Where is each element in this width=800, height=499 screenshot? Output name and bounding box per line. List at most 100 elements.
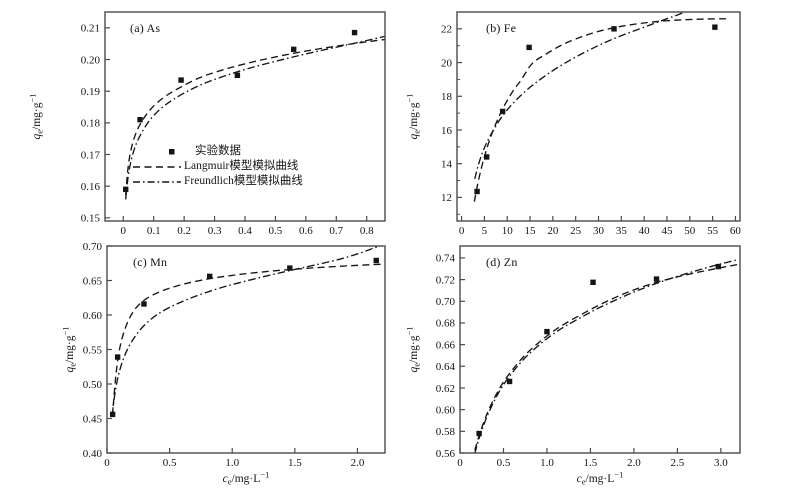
y-tick-label: 0.19	[81, 86, 101, 98]
x-tick-label: 30	[593, 225, 605, 237]
panel-d-zn: 0 0.5 1.0 1.5 2.0 2.5 3.0 0.56 0.58 0.60 0.62 0.64 0…	[400, 240, 800, 499]
data-point	[137, 116, 143, 123]
x-tick-label: 1.0	[540, 457, 554, 469]
plot-frame	[104, 11, 386, 222]
data-point	[290, 46, 297, 53]
y-axis-label: qe/mg·g−1	[405, 93, 422, 139]
x-tick-label: 0	[459, 225, 465, 237]
data-point	[141, 301, 147, 307]
freundlich-curve	[474, 12, 686, 180]
y-tick-label: 0.17	[81, 149, 101, 161]
y-tick-label: 0.72	[436, 274, 455, 286]
y-tick-label: 0.55	[83, 344, 103, 356]
experimental-points	[474, 24, 718, 195]
x-axis-label: ce/mg·L−1	[577, 470, 624, 487]
square-marker-icon	[168, 144, 176, 159]
data-point	[122, 186, 129, 193]
y-tick-label: 0.50	[83, 379, 103, 391]
y-tick-label: 0.66	[436, 339, 456, 351]
x-tick-label: 15	[525, 225, 537, 237]
x-tick-label: 0.2	[177, 225, 191, 237]
y-tick-label: 0.60	[436, 404, 456, 416]
plot-svg-d: 0 0.5 1.0 1.5 2.0 2.5 3.00.560.580.600.620.640…	[405, 245, 741, 487]
data-point	[234, 72, 241, 79]
y-tick-label: 14	[441, 158, 453, 170]
y-axis-label: qe/mg·g−1	[61, 326, 78, 372]
data-point	[715, 263, 721, 270]
x-tick-label: 0.6	[299, 225, 313, 237]
x-tick-label: 2.0	[627, 457, 641, 469]
x-tick-label: 45	[661, 225, 673, 237]
data-point	[506, 378, 513, 385]
x-tick-label: 3.0	[714, 457, 728, 469]
x-tick-label: 0	[121, 225, 127, 237]
x-axis-label: ce/mg·L−1	[223, 470, 270, 487]
x-tick-label: 0.5	[497, 457, 511, 469]
data-point	[483, 154, 490, 160]
legend-item-langmuir: Langmuir模型模拟曲线	[131, 159, 346, 174]
y-tick-label: 18	[441, 91, 453, 103]
x-axis: 0 5 10 15 20 25 30 35 40 45 50 55 60	[459, 216, 742, 237]
data-point	[474, 188, 480, 195]
y-tick-label: 0.74	[436, 253, 456, 265]
legend-label-langmuir: Langmuir模型模拟曲线	[184, 160, 299, 172]
x-tick-label: 0.3	[208, 225, 222, 237]
panel-c-mn: 0 0.5 1.0 1.5 2.0 0.40 0.45 0.50 0.55 0.60 0.65 0.7…	[0, 240, 400, 499]
legend-label-experimental: 实验数据	[195, 145, 241, 157]
x-axis: 0 0.5 1.0 1.5 2.0	[104, 448, 365, 469]
x-tick-label: 40	[639, 225, 651, 237]
x-tick-label: 1.5	[288, 457, 302, 469]
data-point	[712, 24, 718, 30]
y-tick-label: 0.58	[436, 426, 456, 438]
x-tick-label: 50	[684, 225, 696, 237]
x-tick-label: 5	[482, 225, 488, 237]
x-tick-label: 35	[616, 225, 628, 237]
langmuir-curve	[111, 263, 385, 418]
y-axis: 0.56 0.58 0.60 0.62 0.64 0.66 0.68 0.70 0.72 0.74	[436, 253, 465, 460]
langmuir-curve	[474, 263, 739, 451]
x-tick-label: 20	[547, 225, 559, 237]
panel-a-as: 0 0.1 0.2 0.3 0.4 0.5 0.6 0.7 0.8 0.15 0.16 0.17 0.1…	[0, 0, 400, 240]
plot-frame	[456, 11, 741, 222]
data-point	[114, 354, 121, 360]
y-tick-label: 20	[441, 57, 453, 69]
x-tick-label: 60	[730, 225, 742, 237]
freundlich-curve	[474, 258, 739, 453]
panel-d-title: (d) Zn	[486, 255, 518, 269]
y-tick-label: 0.15	[81, 213, 101, 225]
data-point	[109, 411, 116, 418]
y-tick-label: 0.40	[83, 448, 103, 460]
data-point	[287, 265, 293, 271]
x-tick-label: 0.8	[360, 225, 374, 237]
freundlich-curve	[111, 246, 380, 415]
y-tick-label: 0.62	[436, 383, 455, 395]
y-tick-label: 0.56	[436, 448, 456, 460]
plot-frame	[459, 245, 741, 454]
x-tick-label: 0	[457, 457, 463, 469]
x-tick-label: 2.0	[351, 457, 365, 469]
data-point	[653, 276, 660, 282]
data-point	[611, 26, 617, 32]
y-axis: 12 14 16 18 20 22	[441, 24, 462, 215]
y-tick-label: 0.68	[436, 318, 456, 330]
plot-svg-c: 0 0.5 1.0 1.5 2.0 0.40 0.45 0.50 0.55 0.60 0.65 0.7…	[61, 241, 386, 487]
langmuir-curve	[473, 18, 727, 202]
data-point	[590, 279, 596, 286]
y-tick-label: 0.70	[436, 296, 456, 308]
y-tick-label: 0.16	[81, 181, 101, 193]
x-axis: 0 0.5 1.0 1.5 2.0 2.5 3.0	[457, 448, 728, 469]
x-tick-label: 2.5	[671, 457, 685, 469]
plot-svg-b: 0 5 10 15 20 25 30 35 40 45 50 55 60 12 14 16 18 20 22 qe/m…	[405, 11, 742, 237]
x-tick-label: 0	[104, 457, 110, 469]
experimental-points	[122, 29, 358, 193]
x-tick-label: 1.5	[584, 457, 598, 469]
y-tick-label: 0.64	[436, 361, 456, 373]
y-tick-label: 0.45	[83, 413, 103, 425]
x-tick-label: 10	[502, 225, 513, 237]
legend-item-experimental: 实验数据	[131, 144, 346, 159]
data-point	[351, 29, 358, 36]
data-point	[476, 430, 482, 437]
y-tick-label: 12	[441, 192, 452, 204]
dashdot-line-icon	[133, 174, 181, 189]
